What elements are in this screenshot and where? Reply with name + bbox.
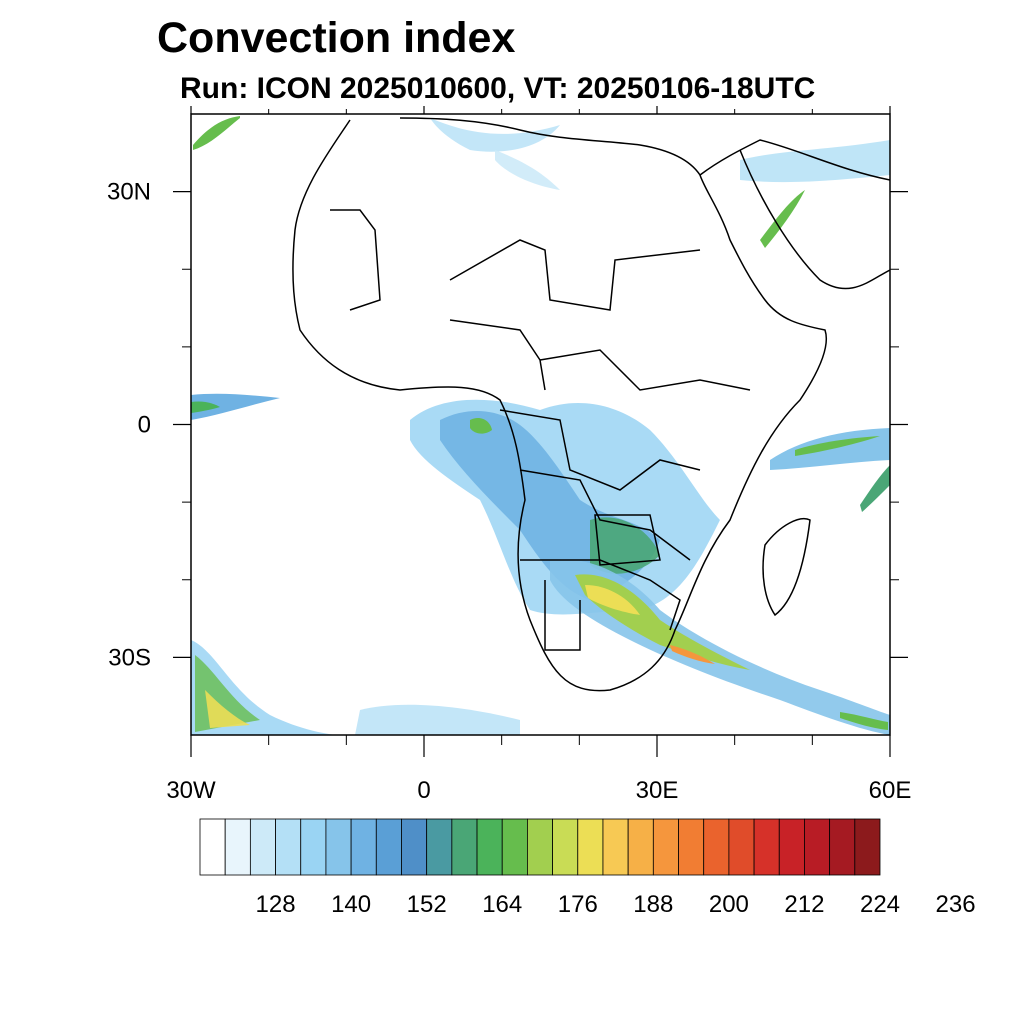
colorbar-swatch [199,818,226,876]
colorbar-label: 200 [709,891,749,918]
colorbar-swatch [854,818,881,876]
colorbar-swatch [829,818,856,876]
lon-label: 0 [417,777,430,804]
lon-label: 30W [166,777,216,804]
lat-label: 0 [138,412,151,439]
colorbar-swatch [401,818,428,876]
colorbar-swatch [778,818,805,876]
colorbar-swatch [804,818,831,876]
colorbar-swatch [275,818,302,876]
coastlines [292,117,890,692]
colorbar-label: 224 [860,891,900,918]
colorbar-swatch [753,818,780,876]
colorbar-label: 128 [256,891,296,918]
colorbar-swatch [728,818,755,876]
chart-subtitle: Run: ICON 2025010600, VT: 20250106-18UTC [180,72,816,105]
colorbar-swatch [249,818,276,876]
chart-title: Convection index [157,14,516,62]
colorbar-swatch [627,818,654,876]
colorbar-swatch [224,818,251,876]
colorbar-label: 140 [331,891,371,918]
lon-label: 30E [636,777,679,804]
colorbar-label: 188 [633,891,673,918]
colorbar-swatch [602,818,629,876]
colorbar: 128 140 152 164 176 188 200 212 224 236 [199,818,976,918]
colorbar-swatch [527,818,553,876]
lat-label: 30N [107,179,151,206]
convection-field [191,116,890,735]
colorbar-swatch [426,818,453,876]
colorbar-swatch [350,818,377,876]
colorbar-swatch [577,818,604,876]
colorbar-swatch [678,818,705,876]
colorbar-label: 152 [407,891,447,918]
colorbar-swatch [476,818,503,876]
colorbar-swatch [501,818,528,876]
map-axes: 30N 0 30S 30W 0 30E 60E [107,106,911,804]
colorbar-swatch [451,818,478,876]
colorbar-label: 176 [558,891,598,918]
colorbar-swatch [652,818,679,876]
colorbar-label: 236 [936,891,976,918]
lon-label: 60E [869,777,912,804]
colorbar-swatch [552,818,579,876]
colorbar-swatch [300,818,327,876]
colorbar-label: 164 [482,891,522,918]
colorbar-swatch [375,818,402,876]
lat-label: 30S [108,644,151,671]
colorbar-swatch [325,818,352,876]
colorbar-label: 212 [784,891,824,918]
colorbar-swatch [703,818,730,876]
